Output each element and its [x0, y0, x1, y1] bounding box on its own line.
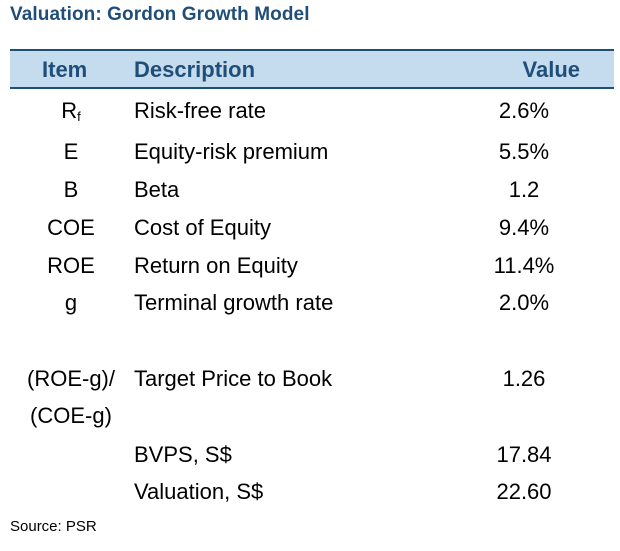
- description-cell: Equity-risk premium: [134, 139, 329, 164]
- item-cell: E: [63, 139, 79, 164]
- table-row: (COE-g): [10, 403, 614, 435]
- value-cell: 17.84: [496, 442, 552, 467]
- item-cell: (COE-g): [30, 403, 112, 428]
- table-row: g Terminal growth rate 2.0%: [10, 290, 614, 322]
- description-cell: Valuation, S$: [134, 479, 264, 504]
- item-cell: B: [63, 177, 79, 202]
- item-cell: COE: [47, 215, 95, 240]
- table-header: Item Description Value: [10, 49, 614, 89]
- table-row: ROE Return on Equity 11.4%: [10, 253, 614, 285]
- item-cell: Rf: [61, 98, 81, 124]
- value-cell: 11.4%: [493, 253, 555, 278]
- value-cell: 2.6%: [498, 98, 550, 123]
- description-cell: Target Price to Book: [134, 366, 333, 391]
- value-cell: 22.60: [496, 479, 552, 504]
- description-cell: Return on Equity: [134, 253, 298, 278]
- description-cell: Beta: [134, 177, 180, 202]
- item-cell: g: [64, 290, 78, 315]
- valuation-table: Item Description Value Rf Risk-free rate…: [10, 49, 614, 504]
- header-item: Item: [42, 57, 88, 82]
- description-cell: BVPS, S$: [134, 442, 232, 467]
- header-description: Description: [134, 57, 256, 82]
- item-cell: (ROE-g)/: [27, 366, 115, 391]
- value-cell: 1.2: [508, 177, 540, 202]
- table-row: BVPS, S$ 17.84: [10, 442, 614, 474]
- header-value: Value: [522, 57, 580, 82]
- description-cell: Risk-free rate: [134, 98, 267, 123]
- table-row: Rf Risk-free rate 2.6%: [10, 98, 614, 130]
- table-row: B Beta 1.2: [10, 177, 614, 209]
- value-cell: 5.5%: [498, 139, 550, 164]
- item-subscript: f: [77, 109, 81, 124]
- page-title: Valuation: Gordon Growth Model: [10, 4, 310, 25]
- description-cell: Terminal growth rate: [134, 290, 334, 315]
- table-row: E Equity-risk premium 5.5%: [10, 139, 614, 171]
- table-row: COE Cost of Equity 9.4%: [10, 215, 614, 247]
- value-cell: 2.0%: [498, 290, 550, 315]
- item-cell: ROE: [47, 253, 95, 278]
- source-note: Source: PSR: [10, 518, 97, 535]
- table-row: Valuation, S$ 22.60: [10, 479, 614, 511]
- value-cell: 1.26: [502, 366, 546, 391]
- description-cell: Cost of Equity: [134, 215, 271, 240]
- table-row: (ROE-g)/ Target Price to Book 1.26: [10, 366, 614, 398]
- value-cell: 9.4%: [498, 215, 550, 240]
